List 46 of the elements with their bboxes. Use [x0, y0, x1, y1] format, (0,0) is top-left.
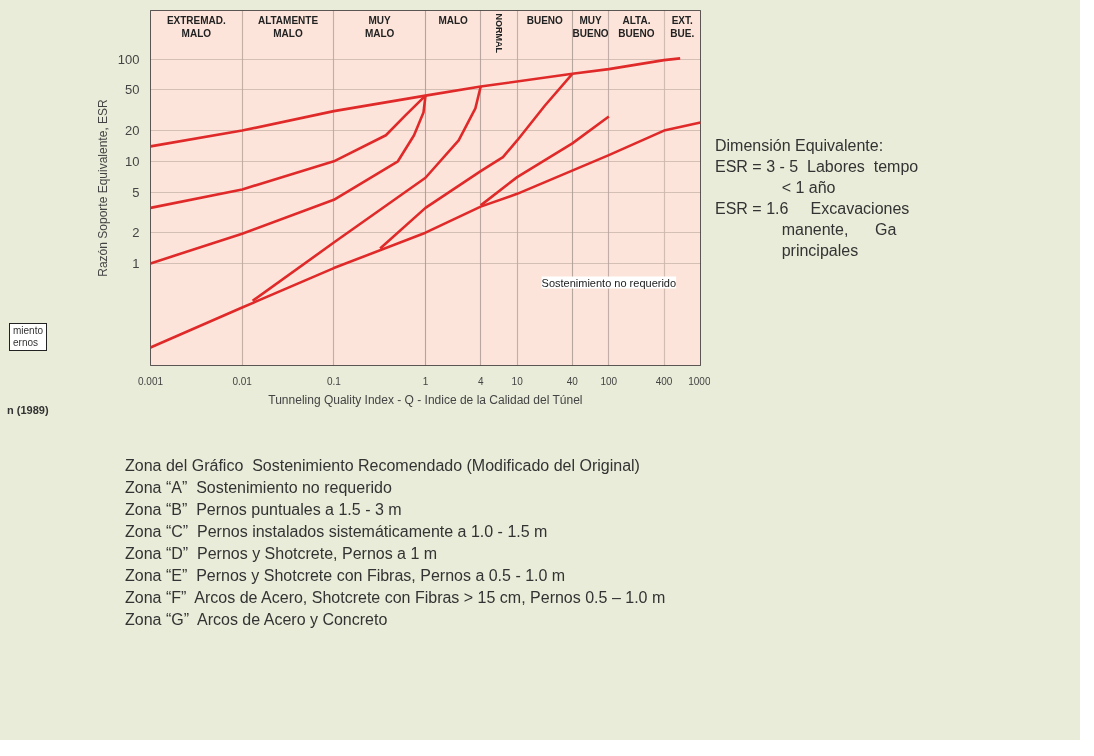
y-tick-label: 100: [117, 51, 140, 67]
text: miento: [13, 325, 44, 336]
y-tick-label: 5: [132, 184, 140, 200]
x-tick-label: 40: [566, 375, 579, 387]
x-tick-label: 100: [600, 375, 618, 387]
x-tick-label: 0.1: [326, 375, 342, 387]
band-label: ALTA. BUENO: [618, 14, 655, 39]
text: < 1 año: [781, 179, 836, 196]
text: Zona “E” Pernos y Shotcrete con Fibras, Pernos a 0.5 - 1.0 m: [125, 567, 566, 584]
text: n (1989): [7, 403, 49, 418]
x-tick-label: 1000: [688, 375, 711, 387]
text: Zona “G” Arcos de Acero y Concreto: [125, 611, 388, 628]
band-label: EXT. BUE.: [670, 14, 695, 39]
text: ernos: [13, 337, 39, 348]
band-label: EXTREMAD. MALO: [166, 14, 226, 39]
y-axis-title: Razón Soporte Equivalente, ESR: [95, 98, 110, 277]
x-tick-label: 4: [477, 375, 484, 387]
text: Zona “F” Arcos de Acero, Shotcrete con Fibras > 15 cm, Pernos 0.5 – 1.0 m: [125, 589, 666, 606]
band-label: ALTAMENTE MALO: [257, 14, 319, 39]
y-tick-label: 20: [125, 123, 140, 139]
band-label: NORMAL: [493, 13, 504, 54]
band-label: BUENO: [526, 14, 564, 26]
x-tick-label: 0.001: [137, 375, 164, 387]
x-tick-label: 10: [511, 375, 524, 387]
y-tick-label: 1: [132, 255, 140, 271]
y-tick-label: 50: [125, 82, 140, 98]
text: Zona “D” Pernos y Shotcrete, Pernos a 1 m: [125, 545, 438, 562]
text: Zona “B” Pernos puntuales a 1.5 - 3 m: [125, 501, 402, 518]
text: manente, Ga: [781, 221, 897, 238]
band-label: MUY MALO: [364, 14, 395, 39]
y-tick-label: 10: [125, 153, 140, 169]
text: ESR = 1.6 Excavaciones: [715, 200, 910, 217]
x-tick-label: 400: [655, 375, 673, 387]
x-tick-label: 0.01: [232, 375, 253, 387]
x-tick-label: 1: [422, 375, 429, 387]
band-label: MUY BUENO: [572, 14, 609, 39]
x-axis-title: Tunneling Quality Index - Q - Indice de la Calidad del Túnel: [268, 392, 583, 407]
band-label: MALO: [438, 14, 469, 26]
text: principales: [781, 242, 859, 259]
text: Zona “A” Sostenimiento no requerido: [125, 479, 392, 496]
text: Zona “C” Pernos instalados sistemáticamente a 1.0 - 1.5 m: [125, 523, 548, 540]
y-tick-label: 2: [132, 225, 140, 241]
text: ESR = 3 - 5 Labores tempo: [715, 158, 919, 175]
text: Zona del Gráfico Sostenimiento Recomendado (Modificado del Original): [125, 457, 640, 474]
text: Dimensión Equivalente:: [715, 137, 884, 154]
annotation: Sostenimiento no requerido: [541, 276, 677, 289]
